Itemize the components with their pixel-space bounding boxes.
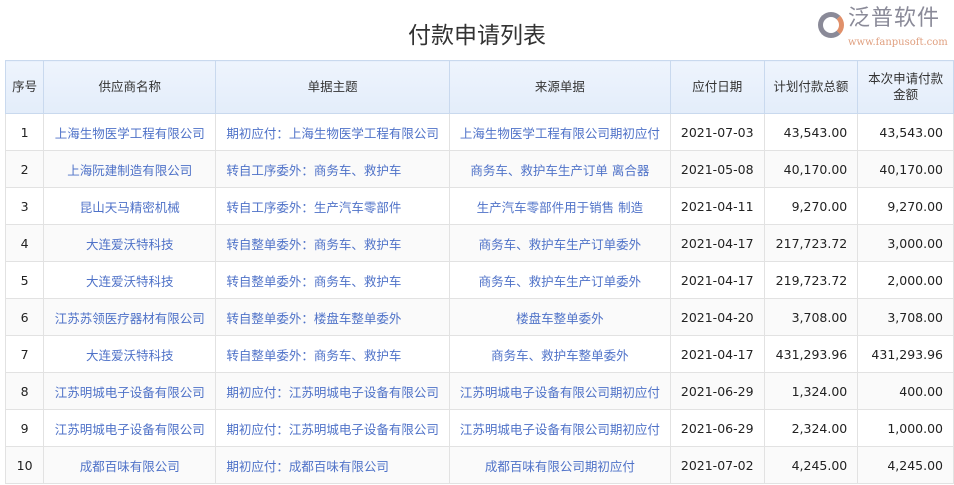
table-row[interactable]: 3 昆山天马精密机械 转自工序委外：生产汽车零部件 生产汽车零部件用于销售 制造 202… [4,187,954,225]
table-row[interactable]: 5 大连爱沃特科技 转自整单委外：商务车、救护车 商务车、救护车生产订单委外 2021-… [4,261,954,299]
requested-amount: 400.00 [857,372,954,410]
source-document[interactable]: 楼盘车整单委外 [448,298,671,336]
supplier-name[interactable]: 成都百味有限公司 [43,446,217,484]
document-subject[interactable]: 期初应付：上海生物医学工程有限公司 [215,113,450,151]
row-index: 7 [4,335,45,373]
column-header[interactable]: 序号 [4,60,45,114]
column-header[interactable]: 应付日期 [669,60,765,114]
column-header[interactable]: 计划付款总额 [763,60,859,114]
source-document[interactable]: 商务车、救护车生产订单委外 [448,261,671,299]
column-header[interactable]: 单据主题 [215,60,450,114]
page-title: 付款申请列表 [408,23,546,49]
planned-total: 431,293.96 [763,335,859,373]
due-date: 2021-04-17 [669,261,765,299]
table-row[interactable]: 9 江苏明城电子设备有限公司 期初应付：江苏明城电子设备有限公司 江苏明城电子设备有限… [4,409,954,447]
row-index: 1 [4,113,45,151]
row-index: 8 [4,372,45,410]
document-subject[interactable]: 期初应付：江苏明城电子设备有限公司 [215,409,450,447]
supplier-name[interactable]: 大连爱沃特科技 [43,261,217,299]
requested-amount: 3,708.00 [857,298,954,336]
row-index: 9 [4,409,45,447]
column-header[interactable]: 供应商名称 [43,60,217,114]
row-index: 10 [4,446,45,484]
source-document[interactable]: 上海生物医学工程有限公司期初应付 [448,113,671,151]
requested-amount: 1,000.00 [857,409,954,447]
requested-amount: 3,000.00 [857,224,954,262]
requested-amount: 431,293.96 [857,335,954,373]
document-subject[interactable]: 转自整单委外：楼盘车整单委外 [215,298,450,336]
table-row[interactable]: 4 大连爱沃特科技 转自整单委外：商务车、救护车 商务车、救护车生产订单委外 2021-… [4,224,954,262]
planned-total: 40,170.00 [763,150,859,188]
due-date: 2021-07-03 [669,113,765,151]
supplier-name[interactable]: 江苏苏领医疗器材有限公司 [43,298,217,336]
supplier-name[interactable]: 大连爱沃特科技 [43,335,217,373]
source-document[interactable]: 商务车、救护车生产订单委外 [448,224,671,262]
planned-total: 219,723.72 [763,261,859,299]
due-date: 2021-05-08 [669,150,765,188]
due-date: 2021-04-20 [669,298,765,336]
source-document[interactable]: 商务车、救护车生产订单 离合器 [448,150,671,188]
row-index: 4 [4,224,45,262]
document-subject[interactable]: 期初应付：成都百味有限公司 [215,446,450,484]
requested-amount: 2,000.00 [857,261,954,299]
requested-amount: 43,543.00 [857,113,954,151]
source-document[interactable]: 成都百味有限公司期初应付 [448,446,671,484]
supplier-name[interactable]: 江苏明城电子设备有限公司 [43,372,217,410]
table-row[interactable]: 8 江苏明城电子设备有限公司 期初应付：江苏明城电子设备有限公司 江苏明城电子设备有限… [4,372,954,410]
column-header[interactable]: 来源单据 [448,60,671,114]
planned-total: 9,270.00 [763,187,859,225]
supplier-name[interactable]: 昆山天马精密机械 [43,187,217,225]
supplier-name[interactable]: 大连爱沃特科技 [43,224,217,262]
table-row[interactable]: 1 上海生物医学工程有限公司 期初应付：上海生物医学工程有限公司 上海生物医学工程有限… [4,113,954,151]
source-document[interactable]: 江苏明城电子设备有限公司期初应付 [448,372,671,410]
due-date: 2021-07-02 [669,446,765,484]
document-subject[interactable]: 转自工序委外：生产汽车零部件 [215,187,450,225]
planned-total: 4,245.00 [763,446,859,484]
row-index: 3 [4,187,45,225]
requested-amount: 9,270.00 [857,187,954,225]
document-subject[interactable]: 转自工序委外：商务车、救护车 [215,150,450,188]
due-date: 2021-06-29 [669,372,765,410]
document-subject[interactable]: 转自整单委外：商务车、救护车 [215,335,450,373]
planned-total: 1,324.00 [763,372,859,410]
table-row[interactable]: 7 大连爱沃特科技 转自整单委外：商务车、救护车 商务车、救护车整单委外 2021-04… [4,335,954,373]
planned-total: 217,723.72 [763,224,859,262]
row-index: 6 [4,298,45,336]
requested-amount: 4,245.00 [857,446,954,484]
source-document[interactable]: 江苏明城电子设备有限公司期初应付 [448,409,671,447]
table-row[interactable]: 2 上海阮建制造有限公司 转自工序委外：商务车、救护车 商务车、救护车生产订单 离合器… [4,150,954,188]
document-subject[interactable]: 转自整单委外：商务车、救护车 [215,224,450,262]
table-row[interactable]: 10 成都百味有限公司 期初应付：成都百味有限公司 成都百味有限公司期初应付 2021-… [4,446,954,484]
row-index: 5 [4,261,45,299]
due-date: 2021-04-17 [669,335,765,373]
header-row: 序号 供应商名称 单据主题 来源单据 应付日期 计划付款总额 本次申请付款金额 [4,60,954,114]
column-header[interactable]: 本次申请付款金额 [857,60,954,114]
document-subject[interactable]: 转自整单委外：商务车、救护车 [215,261,450,299]
source-document[interactable]: 生产汽车零部件用于销售 制造 [448,187,671,225]
supplier-name[interactable]: 上海生物医学工程有限公司 [43,113,217,151]
supplier-name[interactable]: 上海阮建制造有限公司 [43,150,217,188]
row-index: 2 [4,150,45,188]
payment-request-table: 序号 供应商名称 单据主题 来源单据 应付日期 计划付款总额 本次申请付款金额 1 上海生物医… [4,60,954,484]
due-date: 2021-04-17 [669,224,765,262]
due-date: 2021-06-29 [669,409,765,447]
source-document[interactable]: 商务车、救护车整单委外 [448,335,671,373]
requested-amount: 40,170.00 [857,150,954,188]
supplier-name[interactable]: 江苏明城电子设备有限公司 [43,409,217,447]
table-row[interactable]: 6 江苏苏领医疗器材有限公司 转自整单委外：楼盘车整单委外 楼盘车整单委外 2021-0… [4,298,954,336]
document-subject[interactable]: 期初应付：江苏明城电子设备有限公司 [215,372,450,410]
planned-total: 3,708.00 [763,298,859,336]
planned-total: 43,543.00 [763,113,859,151]
due-date: 2021-04-11 [669,187,765,225]
planned-total: 2,324.00 [763,409,859,447]
